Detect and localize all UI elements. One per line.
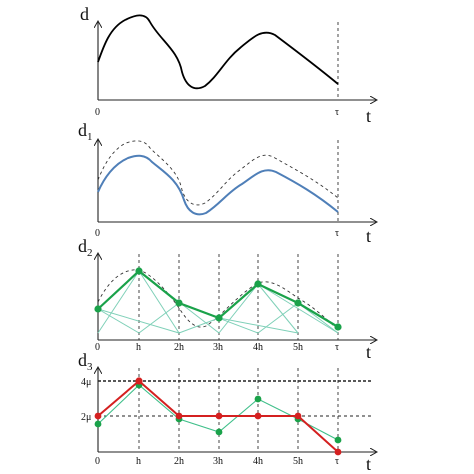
p3-point-h xyxy=(135,267,143,275)
p4-tick-3h: 3h xyxy=(213,456,223,467)
p2-smoothed-curve xyxy=(97,154,339,216)
p4-tick-5h: 5h xyxy=(293,456,303,467)
p3-point-4h xyxy=(254,280,262,288)
p3-tick-5h: 5h xyxy=(293,342,303,353)
p4-x-label: t xyxy=(366,454,371,474)
p3-tick-h: h xyxy=(136,342,141,353)
p4-tick-2h: 2h xyxy=(174,456,184,467)
p2-tick-tau: τ xyxy=(335,228,339,239)
p2-y-label: d1 xyxy=(78,120,93,143)
panel-sampled-signal: d2 t 0 h 2h 3h 4h 5h τ xyxy=(78,236,376,362)
p2-x-label: t xyxy=(366,226,371,246)
p3-point-3h xyxy=(215,314,223,322)
p4-tick-0: 0 xyxy=(95,456,100,467)
p2-reference-curve xyxy=(97,140,339,206)
p4-sample-points xyxy=(94,381,342,444)
p3-tick-tau: τ xyxy=(335,342,339,353)
p1-x-label: t xyxy=(366,106,371,126)
p3-point-tau xyxy=(334,323,342,331)
p4-grid xyxy=(98,368,372,452)
p3-point-5h xyxy=(294,299,302,307)
p4-ytick-2mu: 2μ xyxy=(81,412,91,423)
p3-x-label: t xyxy=(366,342,371,362)
p3-y-label: d2 xyxy=(78,236,93,259)
p3-grid xyxy=(138,254,339,340)
p2-tick-0: 0 xyxy=(95,228,100,239)
p3-tick-3h: 3h xyxy=(213,342,223,353)
p4-tick-4h: 4h xyxy=(253,456,263,467)
p1-tick-tau: τ xyxy=(335,107,339,118)
panel-quantized-signal: d3 4μ 2μ t 0 h 2h 3h 4h 5h τ xyxy=(78,350,376,474)
p3-tick-4h: 4h xyxy=(253,342,263,353)
p1-tick-0: 0 xyxy=(95,107,100,118)
p1-signal-curve xyxy=(97,14,339,90)
p4-tick-h: h xyxy=(136,456,141,467)
p4-ytick-4mu: 4μ xyxy=(81,377,91,388)
p3-point-2h xyxy=(175,299,183,307)
p3-tick-0: 0 xyxy=(95,342,100,353)
p4-y-label: d3 xyxy=(78,350,93,373)
panel-original-signal: d t 0 τ xyxy=(80,4,376,126)
p3-fan-lines xyxy=(97,270,339,334)
p3-point-0 xyxy=(94,305,102,313)
p3-tick-2h: 2h xyxy=(174,342,184,353)
panel-smoothed-signal: d1 t 0 τ xyxy=(78,120,376,246)
p4-tick-tau: τ xyxy=(335,456,339,467)
p3-sample-points xyxy=(94,267,342,331)
p1-y-label: d xyxy=(80,4,89,24)
p4-quantized-points xyxy=(94,377,342,456)
